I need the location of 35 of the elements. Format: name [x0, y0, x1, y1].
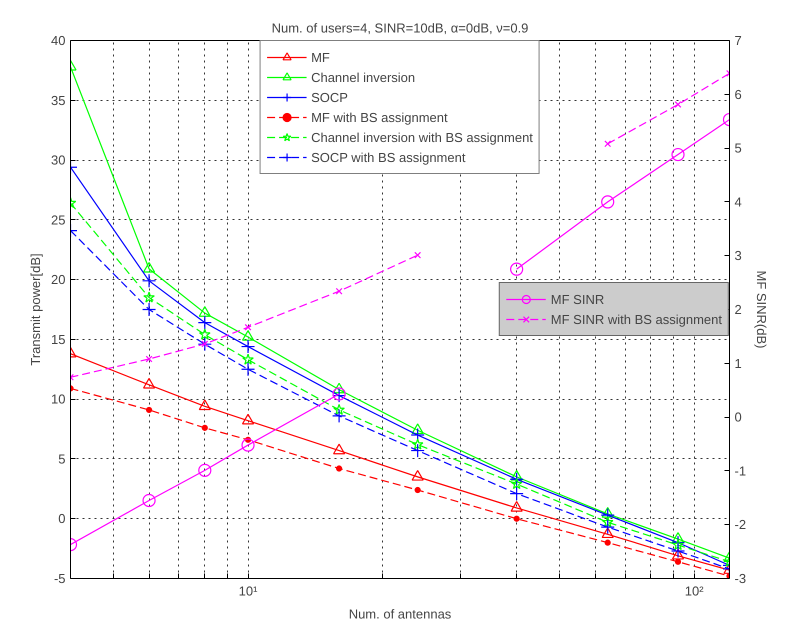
y2-tick-label: 7	[734, 33, 742, 48]
y-tick-label: 30	[51, 152, 66, 168]
chart-title: Num. of users=4, SINR=10dB, α=0dB, ν=0.9	[272, 20, 528, 36]
y2-tick-label: 4	[734, 194, 742, 210]
y-tick-label: 35	[51, 92, 66, 108]
x-tick-label: 10²	[684, 584, 704, 598]
y-tick-label: 25	[51, 212, 66, 228]
legend-label: MF with BS assignment	[311, 110, 448, 124]
y2-tick-label: 1	[734, 356, 742, 371]
y2-tick-label: 2	[734, 302, 742, 317]
y2-axis-title: MF SINR(dB)	[754, 270, 770, 348]
x-axis-title: Num. of antennas	[348, 606, 452, 622]
y-tick-label: 10	[51, 392, 66, 407]
legend-label: MF	[311, 50, 331, 64]
legend-label: MF SINR	[550, 292, 604, 306]
y-tick-label: 40	[51, 33, 66, 48]
y2-tick-label: -2	[734, 517, 746, 532]
y2-tick-label: 6	[734, 86, 742, 102]
y2-tick-label: 3	[734, 248, 742, 264]
y-tick-label: 20	[51, 272, 66, 288]
x-tick-label: 10¹	[238, 584, 258, 598]
legend-label: SOCP	[311, 90, 348, 104]
y-axis-title: Transmit power[dB]	[28, 253, 44, 366]
y-tick-label: 5	[58, 451, 66, 466]
legend-label: SOCP with BS assignment	[311, 150, 466, 164]
y2-tick-label: -1	[734, 463, 746, 478]
y2-tick-label: -3	[734, 571, 746, 586]
legend-label: Channel inversion	[311, 70, 416, 84]
legend-label: Channel inversion with BS assignment	[311, 130, 533, 144]
y-tick-label: 0	[58, 511, 66, 526]
y-tick-label: 15	[51, 332, 66, 347]
legend-label: MF SINR with BS assignment	[550, 312, 722, 326]
y-tick-label: -5	[54, 571, 66, 586]
y2-tick-label: 0	[734, 410, 742, 425]
y2-tick-label: 5	[734, 140, 742, 156]
